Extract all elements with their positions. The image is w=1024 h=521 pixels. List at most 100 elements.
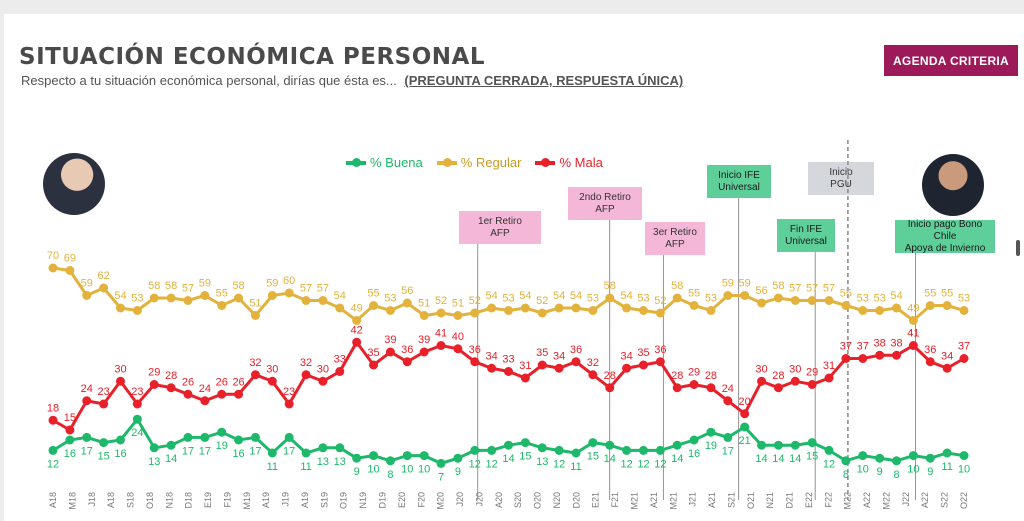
point-regular — [48, 263, 58, 273]
data-label-buena: 17 — [199, 445, 211, 457]
point-mala — [605, 383, 615, 393]
point-regular — [672, 293, 682, 303]
point-mala — [638, 360, 648, 370]
point-buena — [908, 451, 918, 461]
data-label-buena: 10 — [958, 464, 970, 476]
data-label-regular: 51 — [249, 298, 261, 310]
x-tick-label: M21 — [668, 492, 678, 510]
point-buena — [453, 453, 463, 463]
data-label-buena: 16 — [114, 448, 126, 460]
data-label-mala: 30 — [317, 363, 329, 375]
legend-buena-marker — [346, 157, 366, 167]
data-label-buena: 10 — [401, 464, 413, 476]
point-buena — [773, 440, 783, 450]
data-label-mala: 24 — [199, 383, 211, 395]
data-label-regular: 55 — [367, 288, 379, 300]
data-label-mala: 36 — [570, 344, 582, 356]
point-mala — [875, 350, 885, 360]
annotation-bono-line: Inicio pago Bono Chile — [907, 218, 983, 242]
point-regular — [234, 293, 244, 303]
data-label-mala: 28 — [671, 370, 683, 382]
data-label-buena: 13 — [536, 456, 548, 468]
data-label-regular: 53 — [857, 293, 869, 305]
x-tick-label: J21 — [688, 492, 698, 507]
data-label-buena: 19 — [705, 440, 717, 452]
point-mala — [335, 367, 345, 376]
data-label-regular: 51 — [418, 298, 430, 310]
x-tick-label: A22 — [862, 492, 872, 508]
data-label-mala: 38 — [874, 337, 886, 349]
point-regular — [453, 311, 463, 320]
point-mala — [892, 350, 902, 360]
data-label-regular: 54 — [890, 290, 902, 302]
point-buena — [217, 427, 227, 437]
point-buena — [892, 456, 902, 466]
point-mala — [655, 357, 665, 367]
point-regular — [301, 296, 311, 305]
data-label-buena: 13 — [148, 456, 160, 468]
point-buena — [301, 448, 311, 458]
data-label-mala: 29 — [148, 367, 160, 379]
legend-mala-label: % Mala — [559, 155, 603, 170]
scrollbar-thumb[interactable] — [1016, 240, 1020, 256]
data-label-regular: 53 — [874, 293, 886, 305]
point-buena — [318, 443, 328, 453]
point-mala — [369, 360, 379, 370]
data-label-buena: 8 — [843, 469, 849, 481]
x-tick-label: N19 — [358, 492, 368, 509]
point-mala — [672, 383, 682, 393]
x-tick-label: O18 — [145, 492, 155, 509]
data-label-buena: 16 — [688, 448, 700, 460]
point-buena — [284, 432, 294, 442]
data-label-regular: 70 — [47, 250, 59, 262]
point-mala — [132, 399, 142, 409]
point-regular — [706, 306, 716, 315]
data-label-mala: 31 — [823, 360, 835, 372]
data-label-mala: 28 — [772, 370, 784, 382]
point-regular — [908, 316, 918, 325]
data-label-mala: 42 — [351, 324, 363, 336]
x-tick-label: M21 — [629, 492, 639, 510]
point-mala — [740, 409, 750, 419]
data-label-buena: 14 — [789, 453, 801, 465]
point-regular — [824, 296, 834, 305]
point-buena — [858, 451, 868, 461]
data-label-mala: 30 — [114, 363, 126, 375]
point-regular — [267, 291, 277, 300]
point-regular — [385, 306, 395, 315]
data-label-mala: 33 — [502, 354, 514, 366]
point-buena — [369, 451, 379, 461]
point-mala — [790, 376, 800, 386]
point-mala — [385, 347, 395, 357]
data-label-mala: 30 — [755, 363, 767, 375]
point-regular — [554, 303, 564, 313]
legend-item-buena: % Buena — [346, 155, 423, 170]
point-mala — [301, 370, 311, 380]
point-buena — [183, 432, 193, 442]
annotation-retiro3-line: AFP — [665, 238, 685, 250]
data-label-buena: 14 — [755, 453, 767, 465]
point-mala — [807, 380, 817, 389]
point-buena — [959, 451, 969, 461]
data-label-buena: 12 — [553, 458, 565, 470]
data-label-buena: 10 — [418, 464, 430, 476]
point-buena — [942, 448, 952, 458]
data-label-regular: 57 — [300, 283, 312, 295]
point-mala — [352, 337, 362, 347]
data-label-buena: 9 — [927, 466, 933, 478]
point-buena — [925, 453, 935, 463]
point-mala — [217, 389, 227, 399]
data-label-mala: 29 — [688, 367, 700, 379]
data-label-regular: 54 — [486, 290, 498, 302]
point-mala — [82, 396, 92, 406]
x-tick-label: S19 — [319, 492, 329, 508]
subtitle-note: (PREGUNTA CERRADA, RESPUESTA ÚNICA) — [404, 73, 684, 88]
annotation-ife_fin-line: Fin IFE — [789, 223, 823, 235]
point-mala — [571, 357, 581, 367]
data-label-buena: 9 — [455, 466, 461, 478]
legend-regular-marker — [436, 157, 457, 167]
point-buena — [385, 456, 395, 466]
x-tick-label: E22 — [804, 492, 814, 508]
point-regular — [99, 283, 109, 293]
data-label-mala: 33 — [334, 354, 346, 366]
